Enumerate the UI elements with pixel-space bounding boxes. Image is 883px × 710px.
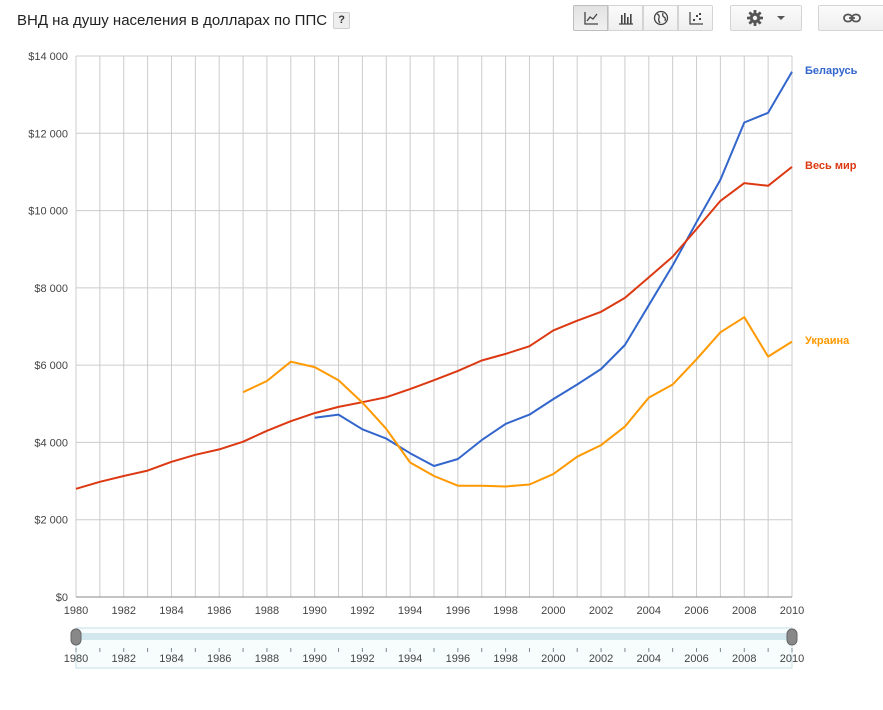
timeline-label: 1992 — [350, 653, 374, 665]
timeline-label: 1996 — [446, 653, 470, 665]
scatter-chart-icon — [688, 12, 703, 25]
x-tick-label: 1998 — [493, 605, 517, 617]
x-tick-label: 1984 — [159, 605, 183, 617]
bar-chart-icon — [618, 13, 633, 25]
x-tick-label: 1980 — [64, 605, 88, 617]
scatter-chart-button[interactable] — [678, 5, 713, 31]
line-chart-icon — [583, 12, 598, 25]
x-tick-label: 1982 — [111, 605, 135, 617]
timeline-label: 1980 — [64, 653, 88, 665]
x-tick-label: 1988 — [255, 605, 279, 617]
series-label: Украина — [805, 335, 850, 347]
bar-chart-button[interactable] — [608, 5, 643, 31]
map-chart-button[interactable] — [643, 5, 678, 31]
chart-title: ВНД на душу населения в долларах по ППС — [17, 11, 328, 29]
x-tick-label: 2008 — [732, 605, 756, 617]
timeline-label: 2008 — [732, 653, 756, 665]
series-line[interactable] — [75, 166, 793, 490]
timeline-label: 1986 — [207, 653, 231, 665]
timeline-label: 1990 — [302, 653, 326, 665]
x-tick-label: 1986 — [207, 605, 231, 617]
timeline-label: 1984 — [159, 653, 183, 665]
link-button[interactable] — [818, 5, 883, 31]
y-tick-label: $0 — [56, 592, 68, 604]
x-tick-label: 2010 — [780, 605, 804, 617]
globe-icon — [653, 10, 668, 26]
x-tick-label: 1990 — [302, 605, 326, 617]
x-tick-label: 2000 — [541, 605, 565, 617]
y-tick-label: $4 000 — [34, 437, 68, 449]
timeline-start-handle[interactable] — [70, 628, 82, 646]
timeline-label: 2010 — [780, 653, 804, 665]
link-icon — [843, 13, 861, 23]
y-tick-label: $8 000 — [34, 283, 68, 295]
y-tick-label: $14 000 — [28, 51, 68, 63]
series-label: Беларусь — [805, 65, 858, 77]
y-tick-label: $6 000 — [34, 360, 68, 372]
timeline-label: 2002 — [589, 653, 613, 665]
x-tick-label: 2004 — [637, 605, 661, 617]
series-label: Весь мир — [805, 160, 857, 172]
help-button[interactable]: ? — [333, 11, 351, 29]
timeline-label: 2000 — [541, 653, 565, 665]
timeline-selection[interactable] — [76, 633, 792, 640]
timeline-label: 1994 — [398, 653, 422, 665]
x-tick-label: 2006 — [684, 605, 708, 617]
timeline-label: 1988 — [255, 653, 279, 665]
series-line[interactable] — [242, 316, 793, 488]
timeline-end-handle[interactable] — [786, 628, 798, 646]
settings-button[interactable] — [730, 5, 802, 31]
chevron-down-icon — [777, 16, 785, 20]
chart-header: ВНД на душу населения в долларах по ППС … — [17, 9, 351, 31]
chart-type-switcher — [573, 5, 713, 31]
y-tick-label: $12 000 — [28, 128, 68, 140]
x-tick-label: 1992 — [350, 605, 374, 617]
x-tick-label: 1996 — [446, 605, 470, 617]
timeline-label: 1982 — [111, 653, 135, 665]
timeline-label: 2004 — [637, 653, 661, 665]
y-tick-label: $2 000 — [34, 515, 68, 527]
x-tick-label: 2002 — [589, 605, 613, 617]
x-tick-label: 1994 — [398, 605, 422, 617]
y-tick-label: $10 000 — [28, 206, 68, 218]
series-line[interactable] — [314, 71, 793, 467]
timeline-label: 2006 — [684, 653, 708, 665]
timeline-label: 1998 — [493, 653, 517, 665]
gear-icon — [747, 10, 763, 26]
line-chart-button[interactable] — [573, 5, 608, 31]
